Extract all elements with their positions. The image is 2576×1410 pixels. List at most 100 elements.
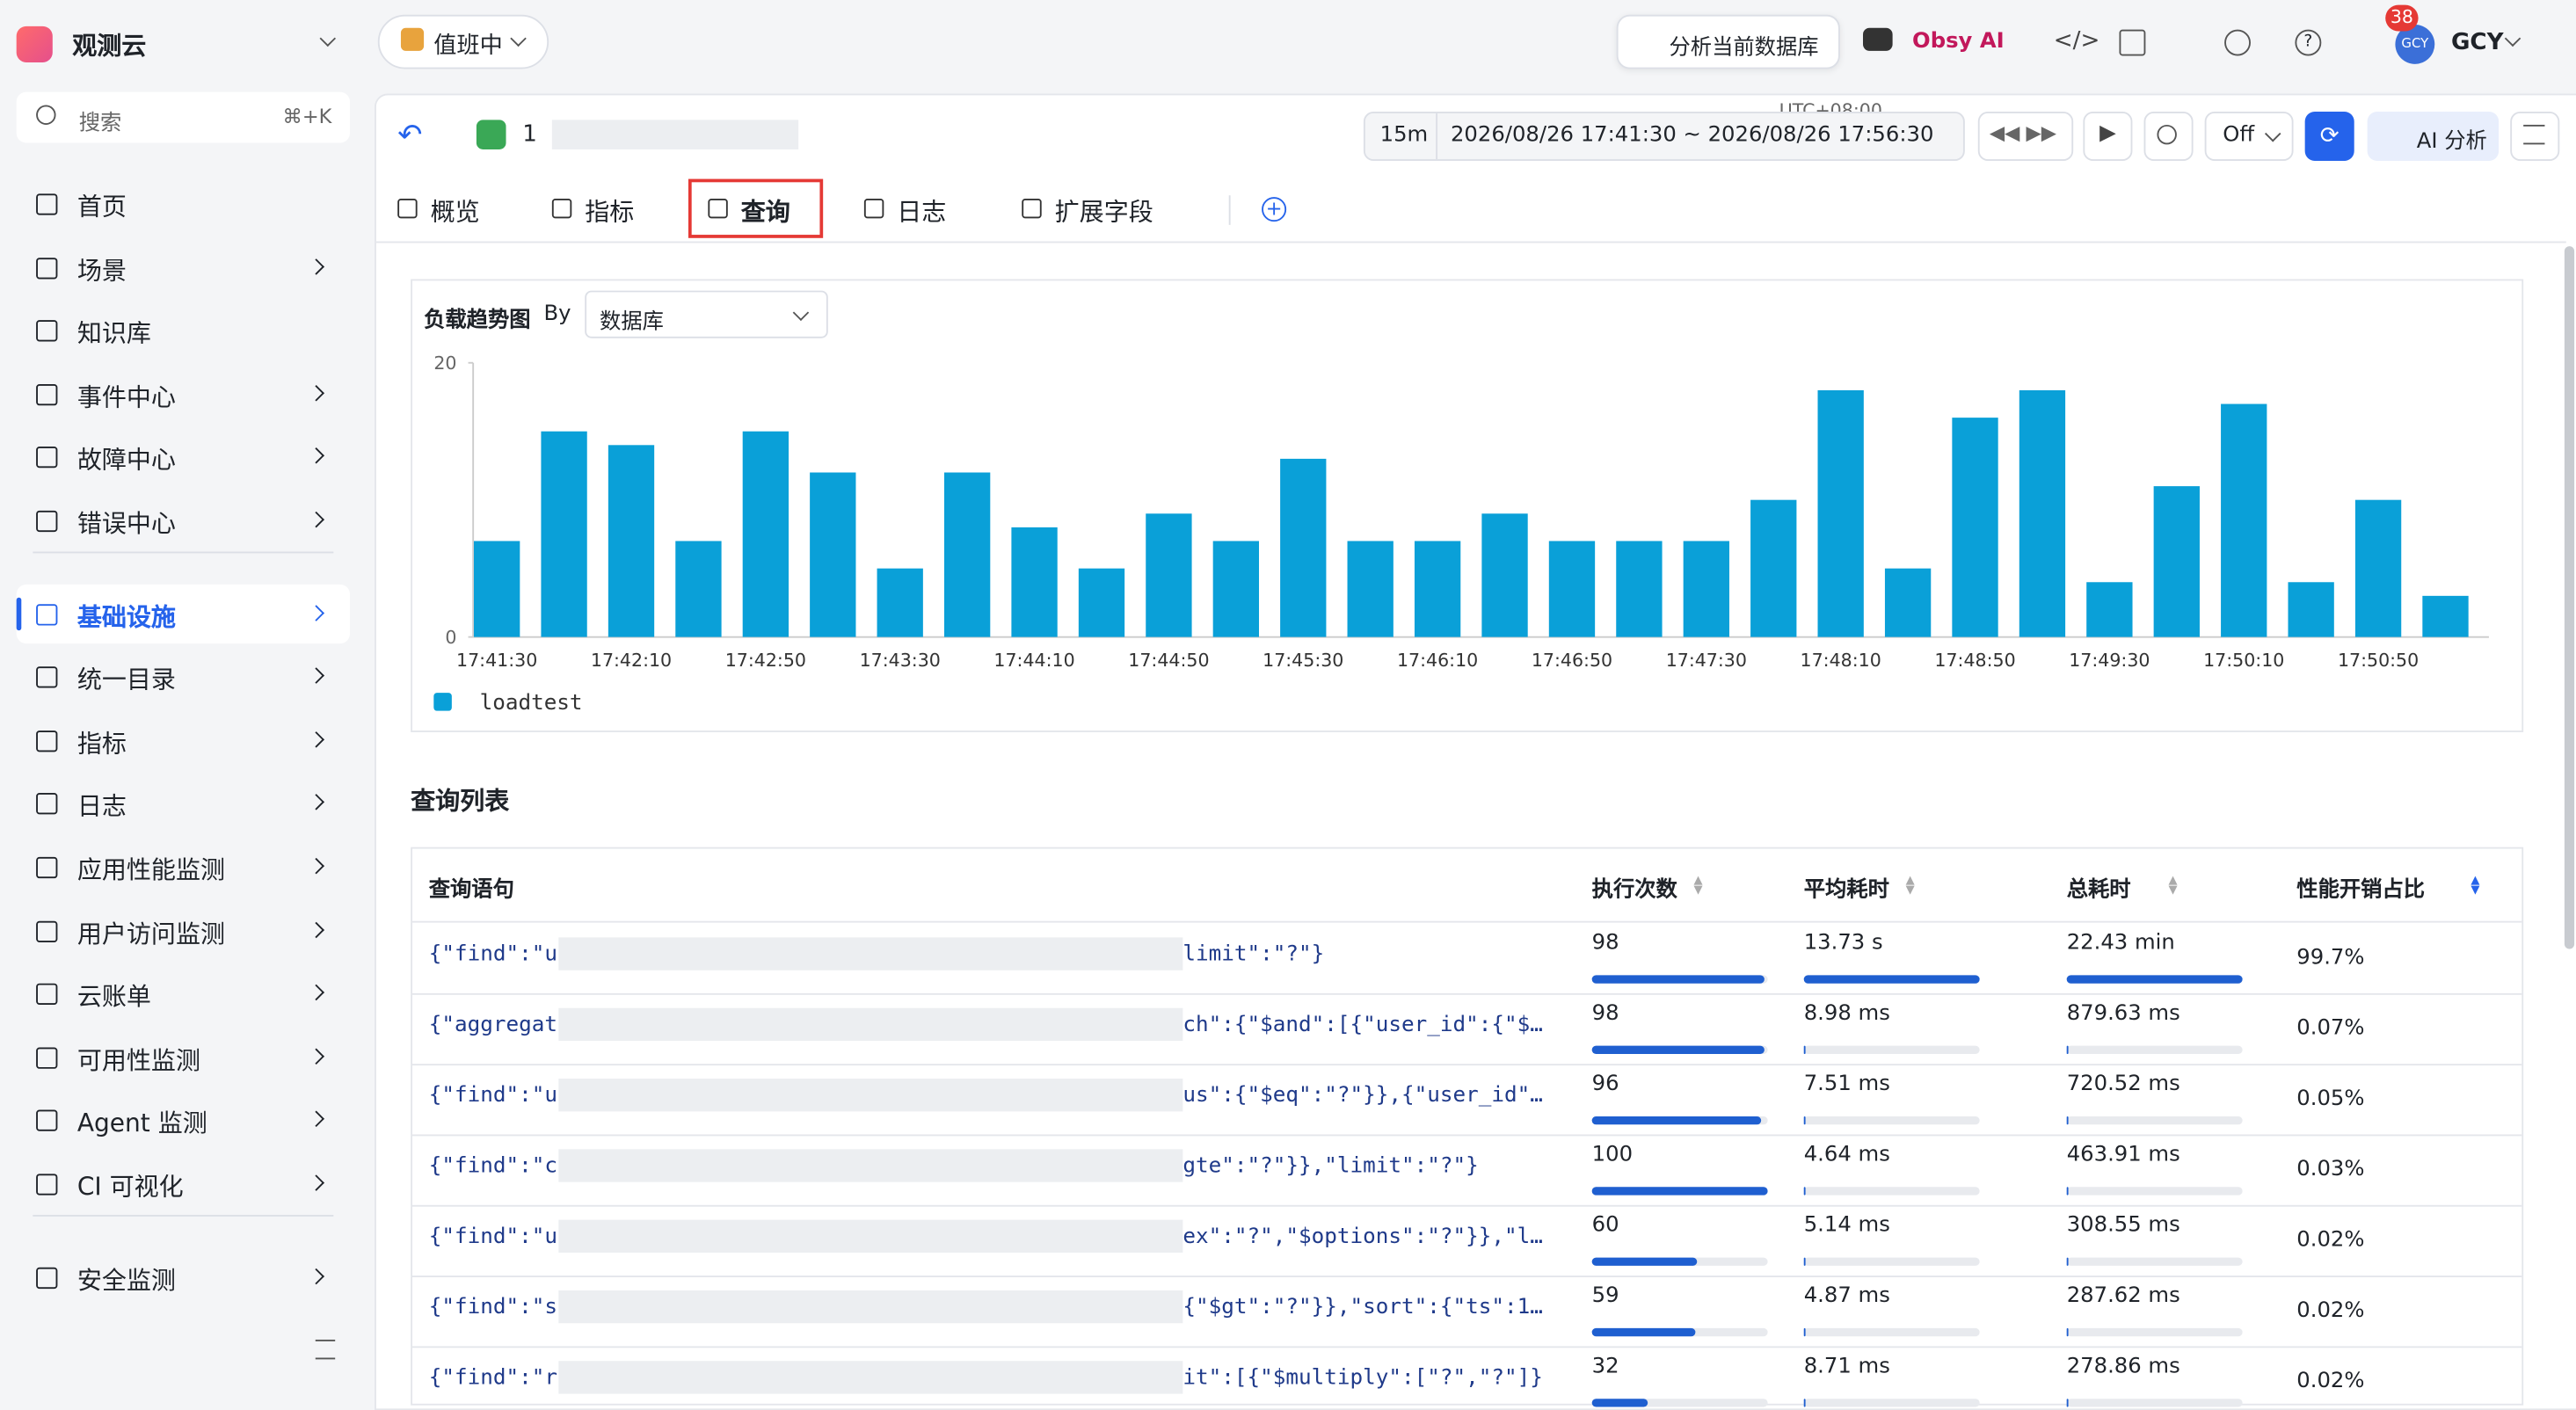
ratio: 99.7% bbox=[2296, 945, 2365, 970]
doc-icon[interactable] bbox=[2119, 29, 2146, 56]
nav-item[interactable]: 用户访问监测 bbox=[76, 919, 226, 948]
tab[interactable]: 指标 bbox=[585, 197, 635, 227]
nav-item[interactable]: 应用性能监测 bbox=[76, 855, 226, 885]
nav-item[interactable]: 故障中心 bbox=[76, 445, 176, 476]
nav-item[interactable]: 错误中心 bbox=[76, 508, 176, 539]
avatar[interactable]: GCY bbox=[2395, 25, 2435, 64]
nav-item[interactable]: 基础设施 bbox=[76, 601, 176, 632]
column-header[interactable]: 总耗时 bbox=[2066, 878, 2131, 904]
nav-item[interactable]: 安全监测 bbox=[76, 1265, 176, 1295]
nav-icon bbox=[36, 793, 58, 816]
play-button[interactable] bbox=[2083, 111, 2133, 162]
obsy-label[interactable]: Obsy AI bbox=[1912, 29, 2005, 55]
ratio: 0.02% bbox=[2296, 1298, 2365, 1324]
bar-track bbox=[2066, 1327, 2243, 1337]
tab[interactable]: 查询 bbox=[740, 197, 790, 227]
column-header: 查询语句 bbox=[428, 878, 514, 904]
bar-fill bbox=[1803, 1116, 1806, 1125]
step-buttons[interactable] bbox=[1977, 111, 2074, 162]
nav-item[interactable]: 指标 bbox=[76, 728, 127, 759]
bar-fill bbox=[2066, 1045, 2069, 1054]
x-tick-label: 17:48:10 bbox=[1801, 650, 1881, 671]
x-tick-label: 17:49:30 bbox=[2069, 650, 2150, 671]
nav-icon bbox=[36, 1047, 58, 1069]
x-tick-label: 17:41:30 bbox=[456, 650, 537, 671]
bar bbox=[810, 472, 856, 637]
bar bbox=[1884, 568, 1932, 637]
total-time: 879.63 ms bbox=[2066, 1001, 2180, 1027]
nav-item[interactable]: 场景 bbox=[76, 255, 127, 286]
nav-item[interactable]: 知识库 bbox=[76, 318, 151, 349]
bar bbox=[1683, 541, 1729, 637]
nav-icon bbox=[36, 730, 58, 752]
query-prefix: {"find":"r bbox=[428, 1365, 557, 1391]
ai-button[interactable] bbox=[2367, 111, 2500, 162]
bar-fill bbox=[1591, 1327, 1696, 1337]
bar bbox=[1347, 541, 1394, 637]
x-tick-label: 17:44:50 bbox=[1128, 650, 1209, 671]
nav-item[interactable]: 云账单 bbox=[76, 982, 151, 1012]
column-header[interactable]: 性能开销占比 bbox=[2296, 878, 2426, 904]
total-time: 720.52 ms bbox=[2066, 1072, 2180, 1097]
row-border bbox=[412, 1276, 2522, 1277]
nav-item[interactable]: Agent 监测 bbox=[76, 1108, 207, 1138]
nav-item[interactable]: 可用性监测 bbox=[76, 1045, 200, 1075]
sort-icon[interactable]: ▲ ▼ bbox=[1693, 873, 1703, 897]
bar bbox=[1146, 513, 1192, 637]
range[interactable]: 2026/08/26 17:41:30 ~ 2026/08/26 17:56:3… bbox=[1450, 123, 1934, 149]
sort-icon[interactable]: ▲ ▼ bbox=[2168, 873, 2178, 897]
tab[interactable]: 日志 bbox=[897, 197, 947, 227]
nav-item[interactable]: CI 可视化 bbox=[76, 1172, 184, 1203]
help-icon[interactable]: ? bbox=[2295, 29, 2322, 56]
nav-item[interactable]: 事件中心 bbox=[76, 382, 176, 412]
user-add-icon[interactable] bbox=[2224, 29, 2251, 56]
row-border bbox=[412, 1204, 2522, 1207]
scrollbar[interactable] bbox=[2564, 246, 2575, 949]
time-range[interactable] bbox=[1363, 111, 1965, 162]
total-time: 308.55 ms bbox=[2066, 1213, 2180, 1239]
column-header[interactable]: 执行次数 bbox=[1591, 878, 1677, 904]
search-box[interactable] bbox=[16, 91, 351, 143]
query-mask bbox=[558, 937, 1183, 970]
query-mask bbox=[558, 1361, 1183, 1394]
code-icon[interactable]: </> bbox=[2053, 27, 2100, 55]
add-tab[interactable]: + bbox=[1262, 197, 1287, 222]
nav-item[interactable]: 首页 bbox=[76, 192, 127, 222]
settings-button[interactable] bbox=[2510, 111, 2560, 162]
tab-icon bbox=[1022, 198, 1042, 219]
search-placeholder: 搜索 bbox=[78, 111, 122, 137]
user-name[interactable]: GCY bbox=[2450, 29, 2504, 56]
analyze-button[interactable] bbox=[1616, 14, 1840, 69]
nav-icon bbox=[36, 603, 58, 625]
tab-icon bbox=[397, 198, 418, 219]
nav-icon bbox=[36, 383, 58, 405]
sort-icon[interactable]: ▲ ▼ bbox=[1905, 873, 1915, 897]
bar-fill bbox=[1803, 1045, 1806, 1054]
refresh-select[interactable] bbox=[2204, 111, 2294, 162]
bar bbox=[608, 445, 655, 637]
count: 96 bbox=[1591, 1072, 1619, 1097]
collapse-icon[interactable] bbox=[315, 1339, 336, 1360]
bar bbox=[1817, 389, 1864, 637]
nav-active-bg bbox=[16, 584, 351, 643]
column-header[interactable]: 平均耗时 bbox=[1803, 878, 1889, 904]
nav-divider bbox=[33, 550, 334, 553]
count: 32 bbox=[1591, 1354, 1619, 1379]
bar-fill bbox=[1591, 1257, 1698, 1266]
bar bbox=[1616, 541, 1663, 637]
nav-item[interactable]: 统一目录 bbox=[76, 665, 176, 695]
back-button[interactable]: ↶ bbox=[397, 118, 423, 153]
nav-divider bbox=[33, 1214, 334, 1217]
tab-icon bbox=[551, 198, 572, 219]
tab[interactable]: 概览 bbox=[430, 197, 480, 227]
query-prefix: {"find":"u bbox=[428, 942, 557, 968]
bar-track bbox=[1803, 1257, 1980, 1266]
sort-icon[interactable]: ▲ ▼ bbox=[2470, 873, 2480, 897]
nav-icon bbox=[36, 510, 58, 533]
range-short[interactable]: 15m bbox=[1379, 123, 1429, 149]
nav-item[interactable]: 日志 bbox=[76, 791, 127, 822]
by-select[interactable] bbox=[585, 290, 828, 338]
tab[interactable]: 扩展字段 bbox=[1054, 197, 1153, 227]
refresh-button[interactable]: ⟳ bbox=[2304, 111, 2354, 162]
